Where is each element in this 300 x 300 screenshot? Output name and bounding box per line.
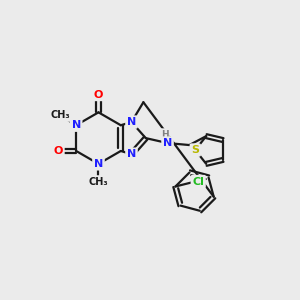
Text: N: N: [127, 117, 136, 127]
Text: O: O: [94, 89, 103, 100]
Text: CH₃: CH₃: [50, 110, 70, 120]
Text: Cl: Cl: [192, 176, 204, 187]
Text: CH₃: CH₃: [89, 177, 108, 187]
Text: H: H: [161, 130, 168, 139]
Text: O: O: [54, 146, 63, 156]
Text: N: N: [94, 159, 103, 169]
Text: N: N: [127, 149, 136, 159]
Text: N: N: [163, 138, 172, 148]
Text: N: N: [71, 120, 81, 130]
Text: S: S: [191, 145, 199, 155]
